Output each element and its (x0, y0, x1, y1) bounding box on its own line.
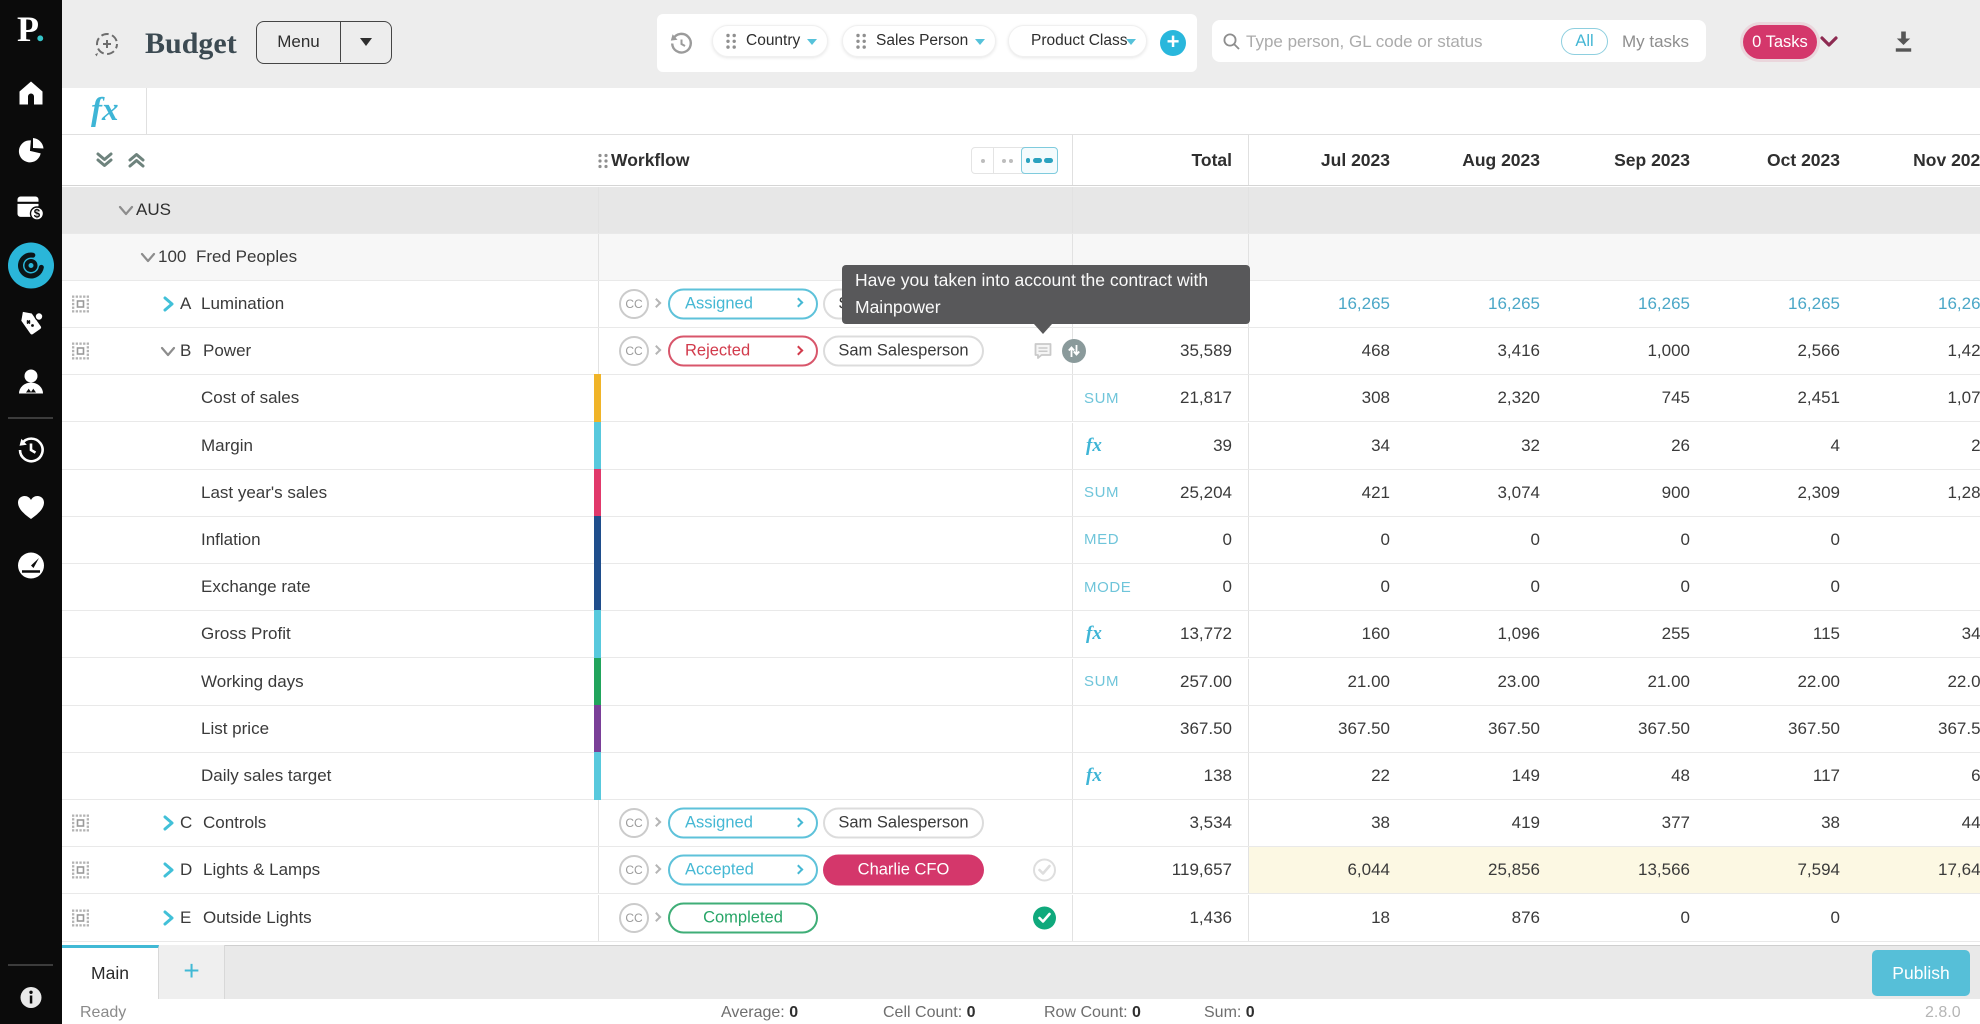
svg-text:$: $ (34, 209, 41, 221)
